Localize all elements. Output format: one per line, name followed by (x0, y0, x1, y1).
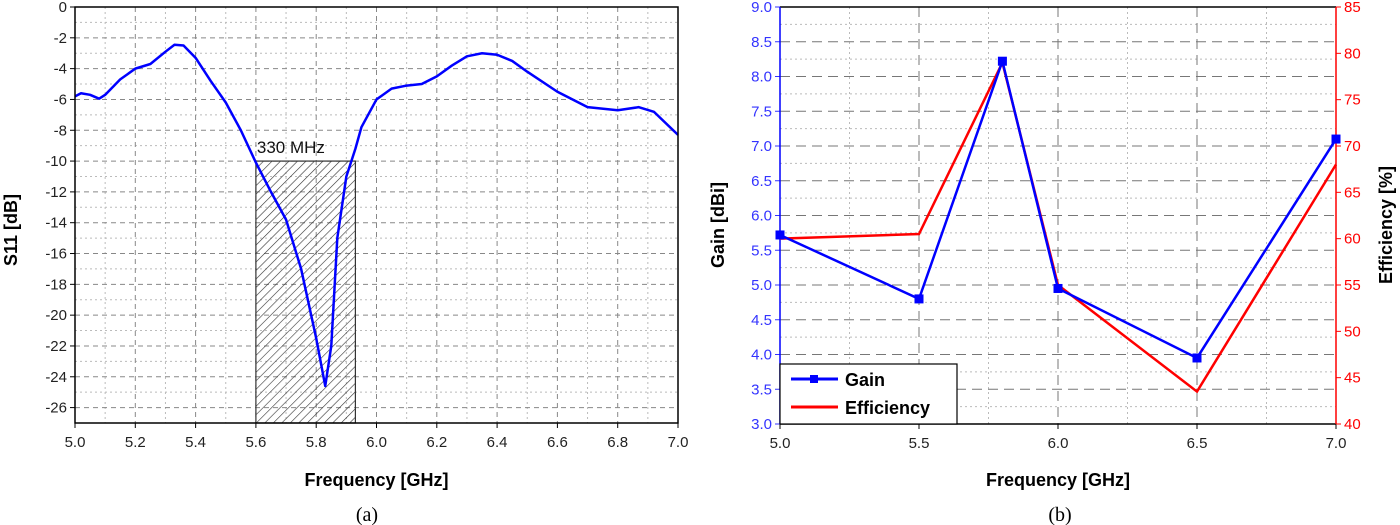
y-tick-label: 5.0 (751, 277, 772, 294)
y-tick-label: 9.0 (751, 0, 772, 16)
x-tick-label: 5.4 (185, 434, 206, 451)
plot-frame (74, 6, 679, 424)
y-tick-label: 7.5 (751, 103, 772, 120)
legend-gain-label: Gain (845, 370, 885, 390)
x-tick-label: 5.5 (909, 435, 930, 452)
gain-marker (775, 230, 785, 240)
annotation-label: 330 MHz (257, 138, 325, 157)
x-tick-label: 6.0 (1048, 435, 1069, 452)
x-tick-label: 5.0 (65, 434, 86, 451)
y2-tick-label: 60 (1344, 231, 1361, 248)
y-tick-label: -4 (54, 61, 67, 78)
caption-a: (a) (356, 504, 378, 525)
y-tick-label: 3.0 (751, 416, 772, 433)
y2-tick-label: 65 (1344, 184, 1361, 201)
y-tick-label: -26 (45, 400, 67, 417)
y-tick-label: 5.5 (751, 242, 772, 259)
x-tick-label: 6.8 (607, 434, 628, 451)
s11-curve (74, 43, 679, 388)
legend-gain-marker (810, 375, 818, 383)
x-tick-label: 7.0 (1326, 435, 1347, 452)
x-tick-label: 6.6 (547, 434, 568, 451)
gain-marker (914, 294, 924, 304)
gain-marker (1053, 283, 1063, 293)
y-tick-label: -12 (45, 184, 67, 201)
gain-line (779, 56, 1338, 360)
y2-tick-label: 50 (1344, 323, 1361, 340)
y-tick-label: -20 (45, 307, 67, 324)
y-tick-label: -10 (45, 153, 67, 170)
x-tick-label: 5.2 (125, 434, 146, 451)
y-tick-label: -6 (54, 91, 67, 108)
chart-b: 5.0 5.5 6.0 6.5 7.0 3.0 3.5 4.0 4.5 5.0 5.5 6.0 6.5 7… (708, 0, 1396, 490)
y-tick-label: 8.0 (751, 69, 772, 86)
x-tick-label: 5.8 (306, 434, 327, 451)
x-tick-label: 6.2 (426, 434, 447, 451)
x-tick-label: 7.0 (668, 434, 689, 451)
y-tick-label: 7.0 (751, 138, 772, 155)
y-axis-label: S11 [dB] (1, 194, 21, 266)
caption-b: (b) (1048, 504, 1071, 525)
y2-tick-label: 80 (1344, 45, 1361, 62)
y2-axis-label: Efficiency [%] (1376, 166, 1396, 284)
y-tick-label: 6.5 (751, 173, 772, 190)
y2-tick-label: 45 (1344, 370, 1361, 387)
gain-marker (1331, 134, 1341, 144)
y-tick-label: -14 (45, 215, 67, 232)
x-tick-label: 5.6 (245, 434, 266, 451)
y2-tick-label: 55 (1344, 277, 1361, 294)
x-tick-label: 6.4 (487, 434, 508, 451)
y-tick-label: 3.5 (751, 381, 772, 398)
chart-a: 5.0 5.2 5.4 5.6 5.8 6.0 6.2 6.4 6.6 6.8 7.0 0 -2 -4 -6… (1, 0, 688, 490)
y-tick-label: -24 (45, 369, 67, 386)
y-tick-label: 4.5 (751, 312, 772, 329)
y-axis-label: Gain [dBi] (708, 182, 728, 268)
x-tick-label: 6.5 (1187, 435, 1208, 452)
y2-tick-label: 40 (1344, 416, 1361, 433)
y-tick-label: 4.0 (751, 347, 772, 364)
legend-box (779, 363, 958, 425)
legend-efficiency-label: Efficiency (845, 398, 930, 418)
x-tick-label: 6.0 (366, 434, 387, 451)
y-tick-label: -2 (54, 30, 67, 47)
y-tick-label: 6.0 (751, 208, 772, 225)
y2-tick-label: 85 (1344, 0, 1361, 16)
y-tick-label: -18 (45, 276, 67, 293)
y-tick-label: 0 (59, 0, 67, 16)
x-axis-label: Frequency [GHz] (304, 470, 448, 490)
gain-marker (997, 56, 1007, 66)
x-axis-label: Frequency [GHz] (986, 470, 1130, 490)
y-tick-label: -22 (45, 338, 67, 355)
y-tick-label: -16 (45, 246, 67, 263)
x-tick-label: 5.0 (770, 435, 791, 452)
gain-marker (1192, 353, 1202, 363)
y2-tick-label: 75 (1344, 92, 1361, 109)
y2-tick-label: 70 (1344, 138, 1361, 155)
y-tick-label: -8 (54, 122, 67, 139)
y-tick-label: 8.5 (751, 34, 772, 51)
